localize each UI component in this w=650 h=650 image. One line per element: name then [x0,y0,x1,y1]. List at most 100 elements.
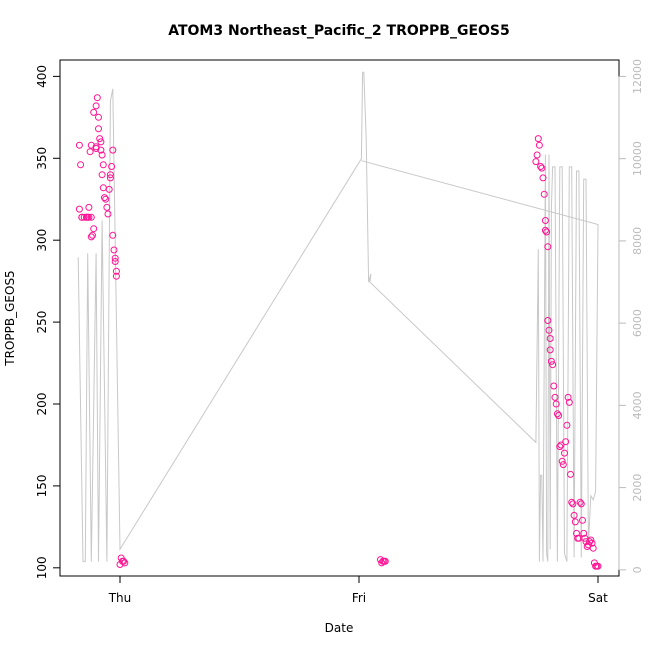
data-point [85,213,93,221]
data-point [108,163,116,170]
data-point [534,135,542,143]
data-point [550,382,558,390]
data-point [552,400,560,408]
data-point [121,559,129,567]
data-point [75,205,83,213]
right-tick-label: 12000 [631,59,644,94]
data-point [537,163,545,170]
data-point [564,393,572,401]
right-tick-label: 4000 [631,391,644,419]
data-point [532,158,540,166]
data-point [90,225,98,233]
data-point [535,141,543,149]
data-point [561,449,568,457]
data-point [568,498,576,506]
left-tick-label: 300 [35,229,49,252]
data-point [89,231,96,239]
data-point [92,145,100,152]
data-point [95,113,102,121]
left-tick-label: 100 [35,556,49,579]
right-tick-label: 6000 [631,309,644,337]
series-line-path [77,71,599,563]
data-point [77,161,85,169]
data-point [112,272,120,280]
data-point [556,443,564,451]
data-point [569,500,577,508]
left-tick-label: 150 [35,474,49,497]
data-point [580,529,588,537]
data-point [538,164,546,172]
data-point [111,258,119,265]
data-point [381,557,389,565]
data-point [539,174,547,182]
left-tick-label: 200 [35,393,49,416]
data-point [545,326,553,334]
x-axis-label: Date [325,621,354,635]
data-point [565,398,573,406]
data-point [541,217,549,224]
data-point [589,544,597,552]
data-point [546,335,554,342]
data-point [83,213,90,221]
data-point [80,213,88,221]
left-tick-label: 400 [35,65,49,88]
data-point [588,539,596,547]
data-point [579,516,586,524]
data-point [90,108,98,116]
data-point [102,195,110,203]
data-point [92,102,100,110]
data-point [97,146,105,154]
bottom-tick-label: Thu [108,591,132,605]
data-point [85,203,93,211]
data-point [105,185,113,193]
data-point [109,146,117,154]
data-point [558,457,566,465]
data-point [98,151,106,159]
data-point [576,498,584,506]
right-tick-label: 2000 [631,474,644,502]
data-point [551,393,559,401]
data-point [563,421,571,429]
data-point [570,511,578,519]
data-point [562,438,570,446]
right-tick-label: 8000 [631,227,644,255]
right-tick-label: 10000 [631,141,644,176]
data-point [544,243,552,251]
data-point [557,441,565,449]
data-point [111,254,119,262]
left-tick-label: 350 [35,147,49,170]
chart-title: ATOM3 Northeast_Pacific_2 TROPPB_GEOS5 [168,23,510,39]
left-tick-label: 250 [35,311,49,334]
data-point [559,461,567,469]
bottom-tick-label: Fri [352,591,366,605]
primary-series-points [75,94,602,570]
data-point [109,231,117,239]
data-point [95,125,102,133]
data-point [571,518,579,526]
data-point [104,210,112,218]
data-point [99,161,107,169]
data-point [87,213,95,221]
data-point [87,141,95,149]
data-point [120,557,128,565]
right-tick-label: 0 [631,566,644,573]
secondary-series-line [77,71,599,563]
data-point [97,138,105,146]
data-point [541,226,549,234]
data-point [93,94,101,102]
right-axis: 0 2000 4000 6000 8000 10000 12000 [618,59,644,573]
data-point [106,171,114,179]
data-point [98,171,106,179]
data-point [86,148,94,156]
data-point [75,141,83,149]
data-point [546,346,554,354]
data-point [547,357,555,365]
data-point [544,317,552,324]
left-axis: 100 150 200 250 300 350 400 [35,65,61,579]
data-point [555,412,563,419]
data-point [549,361,557,369]
data-point [110,246,118,254]
data-point [106,174,114,182]
